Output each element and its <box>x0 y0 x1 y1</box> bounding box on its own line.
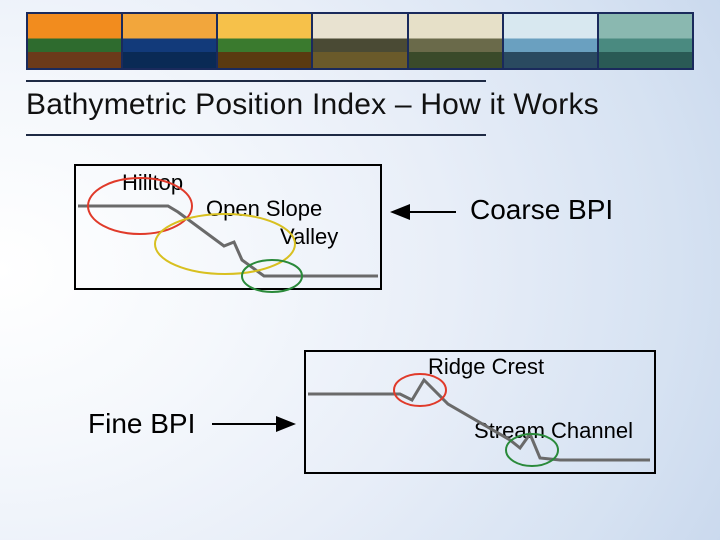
banner-tile <box>504 14 599 68</box>
banner-tile <box>218 14 313 68</box>
fine-bpi-title: Fine BPI <box>88 408 195 440</box>
banner-tile <box>313 14 408 68</box>
title-rule-top <box>26 80 486 82</box>
label-hilltop: Hilltop <box>122 170 183 196</box>
label-ridge-crest: Ridge Crest <box>428 354 544 380</box>
banner-strip <box>26 12 694 70</box>
banner-tile <box>28 14 123 68</box>
label-stream-channel: Stream Channel <box>474 418 633 444</box>
label-valley: Valley <box>280 224 338 250</box>
banner-tile <box>409 14 504 68</box>
banner-tile <box>123 14 218 68</box>
banner-tile <box>599 14 692 68</box>
page-title: Bathymetric Position Index – How it Work… <box>26 88 599 122</box>
label-open-slope: Open Slope <box>206 196 322 222</box>
coarse-bpi-title: Coarse BPI <box>470 194 613 226</box>
title-rule-bottom <box>26 134 486 136</box>
